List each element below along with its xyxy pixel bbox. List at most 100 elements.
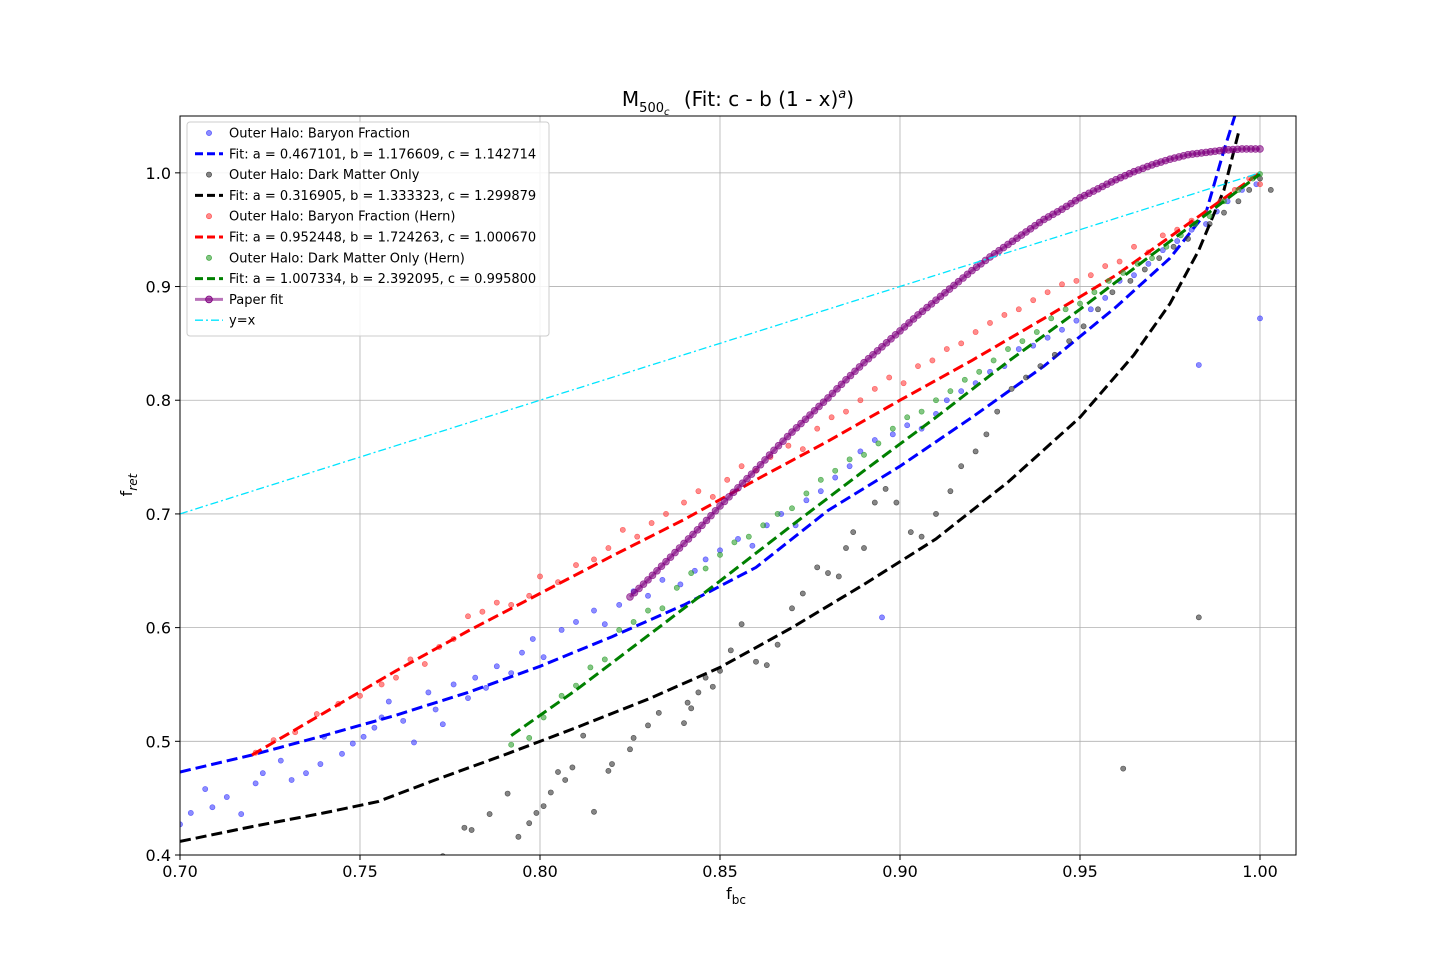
data-point xyxy=(1102,295,1109,301)
data-point xyxy=(591,556,597,563)
y-tick-label: 0.7 xyxy=(146,505,171,524)
data-point xyxy=(814,425,821,432)
data-point xyxy=(857,448,864,455)
data-point xyxy=(605,545,612,551)
legend-box xyxy=(186,121,550,337)
data-point xyxy=(1141,266,1148,273)
series-fit-a-0-316905-b-1-333323-c-1-299879 xyxy=(180,132,1240,843)
data-point xyxy=(833,385,841,393)
data-point xyxy=(537,573,543,580)
data-point xyxy=(587,664,594,671)
data-point xyxy=(835,573,842,580)
data-point xyxy=(1170,243,1177,250)
data-point xyxy=(1156,255,1163,262)
legend-label: Outer Halo: Baryon Fraction xyxy=(229,127,410,142)
data-point xyxy=(803,490,810,497)
data-point xyxy=(472,674,479,681)
data-point xyxy=(828,389,837,398)
data-point xyxy=(774,641,781,648)
data-point xyxy=(1221,209,1227,216)
data-point xyxy=(540,803,547,810)
data-point xyxy=(1195,614,1202,621)
data-point xyxy=(303,770,309,777)
data-point xyxy=(1256,145,1264,153)
data-point xyxy=(1185,235,1191,242)
data-point xyxy=(360,733,367,740)
data-point xyxy=(1095,306,1101,313)
data-point xyxy=(875,440,882,447)
data-point xyxy=(774,511,781,517)
data-point xyxy=(846,456,853,463)
legend-marker xyxy=(206,254,212,261)
data-point xyxy=(832,467,839,474)
data-point xyxy=(288,777,295,783)
data-point xyxy=(601,656,608,663)
data-point xyxy=(1257,315,1263,322)
y-tick-label: 0.9 xyxy=(146,278,171,297)
data-point xyxy=(994,408,1001,415)
data-point xyxy=(727,647,734,654)
data-point xyxy=(756,460,765,469)
data-point xyxy=(671,548,679,557)
data-point xyxy=(711,506,720,515)
data-point xyxy=(789,505,795,512)
data-point xyxy=(508,741,515,748)
data-point xyxy=(1015,306,1022,313)
data-point xyxy=(743,474,751,483)
data-point xyxy=(731,539,738,546)
data-point xyxy=(526,820,533,827)
data-point xyxy=(774,441,783,450)
data-point xyxy=(634,533,641,540)
data-point xyxy=(238,811,245,817)
series-line xyxy=(180,172,1261,515)
legend-label: Outer Halo: Baryon Fraction (Hern) xyxy=(229,210,455,225)
plot-area xyxy=(180,116,1274,855)
data-point xyxy=(1030,297,1037,304)
data-point xyxy=(720,497,729,506)
data-point xyxy=(789,605,795,612)
data-point xyxy=(1195,362,1202,368)
data-point xyxy=(393,674,399,681)
data-point xyxy=(1048,315,1055,322)
data-point xyxy=(591,607,597,614)
data-point xyxy=(357,692,363,699)
data-point xyxy=(657,562,666,571)
data-point xyxy=(1005,346,1011,352)
data-point xyxy=(738,463,745,470)
data-point xyxy=(983,431,990,438)
data-point xyxy=(904,414,911,421)
data-point xyxy=(313,711,320,717)
data-point xyxy=(569,764,576,771)
data-point xyxy=(645,722,651,729)
data-point xyxy=(425,689,432,696)
legend-item: Fit: a = 1.007334, b = 2.392095, c = 0.9… xyxy=(195,272,536,287)
data-point xyxy=(799,590,806,597)
series-y-x xyxy=(180,172,1261,515)
data-point xyxy=(738,479,747,488)
data-point xyxy=(378,681,385,688)
series-layer xyxy=(180,116,1274,855)
data-point xyxy=(540,654,547,661)
data-point xyxy=(653,566,661,575)
data-point xyxy=(1246,186,1253,193)
data-point xyxy=(1109,289,1116,296)
data-point xyxy=(846,463,853,470)
data-point xyxy=(716,502,724,510)
data-point xyxy=(1257,181,1263,188)
legend-item: Outer Halo: Baryon Fraction (Hern) xyxy=(206,210,455,225)
data-point xyxy=(1062,306,1069,313)
data-point xyxy=(486,811,493,817)
data-point xyxy=(223,794,230,800)
data-point xyxy=(857,397,864,404)
data-point xyxy=(519,649,525,656)
data-point xyxy=(976,368,983,375)
data-point xyxy=(972,329,979,335)
data-point xyxy=(1059,281,1065,288)
data-point xyxy=(1091,289,1098,296)
data-point xyxy=(547,789,554,796)
data-point xyxy=(317,761,324,767)
data-point xyxy=(1235,198,1242,205)
data-point xyxy=(1044,334,1051,341)
data-point xyxy=(889,431,896,438)
data-point xyxy=(828,414,835,421)
